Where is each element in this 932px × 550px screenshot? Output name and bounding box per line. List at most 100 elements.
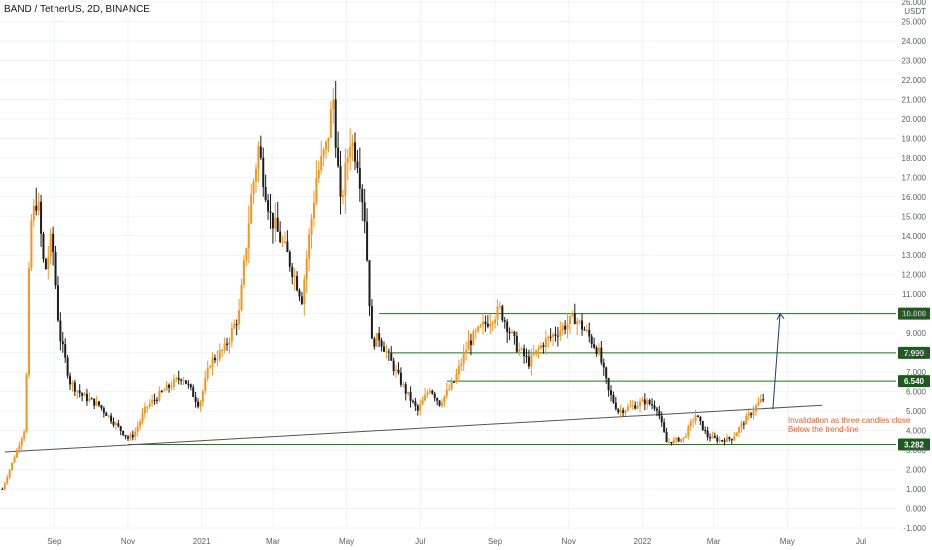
candle-up: [201, 391, 204, 402]
candle-up: [626, 406, 629, 411]
candle-up: [165, 384, 168, 391]
candle-up: [498, 306, 501, 308]
candle-down: [81, 393, 84, 396]
candle-up: [228, 341, 231, 345]
candle-up: [477, 326, 480, 332]
candle-down: [192, 387, 195, 398]
candle-down: [300, 296, 303, 304]
candle-down: [298, 290, 301, 297]
candle-up: [738, 427, 741, 433]
candle-up: [568, 315, 571, 324]
candle-down: [73, 382, 76, 392]
annotation-line-1: Invalidation as three candles close: [788, 416, 911, 425]
candle-up: [450, 381, 453, 389]
candle-up: [151, 399, 154, 404]
candle-up: [129, 434, 132, 439]
horizontal-levels: 10.000 7.990 6.540 3.282: [128, 307, 930, 451]
candle-down: [383, 346, 385, 352]
y-tick-label: 15.000: [902, 212, 927, 221]
candle-up: [619, 410, 622, 413]
y-tick-label: 18.000: [902, 154, 927, 163]
candle-up: [238, 310, 241, 325]
candle-down: [1, 489, 4, 490]
candle-up: [329, 109, 332, 138]
level-price-label: 10.000: [902, 310, 927, 319]
candle-down: [588, 329, 591, 337]
y-tick-label: 6.000: [906, 388, 927, 397]
candle-down: [296, 276, 299, 291]
level-price-tag: [898, 307, 930, 320]
candle-down: [392, 360, 395, 371]
candle-up: [15, 449, 18, 458]
candle-up: [511, 331, 513, 333]
candle-down: [124, 435, 127, 437]
candle-up: [95, 401, 98, 406]
candle-down: [168, 384, 171, 388]
y-tick-label: 16.000: [902, 193, 927, 202]
candle-down: [655, 408, 658, 411]
candle-down: [595, 347, 598, 355]
candle-down: [117, 423, 120, 427]
candle-down: [643, 399, 646, 405]
candle-up: [163, 390, 166, 392]
candle-down: [262, 157, 265, 188]
candle-down: [85, 393, 88, 401]
candle-up: [199, 401, 202, 407]
candle-down: [354, 142, 357, 162]
candle-up: [745, 415, 748, 425]
target-arrow-head: [776, 312, 785, 320]
y-tick-label: 23.000: [902, 56, 927, 65]
x-tick-label: Sep: [488, 537, 503, 546]
candle-up: [385, 351, 388, 353]
candle-down: [194, 397, 197, 402]
candle-down: [486, 323, 489, 327]
candle-down: [197, 401, 200, 407]
candle-down: [605, 367, 608, 379]
y-tick-label: 2.000: [906, 466, 927, 475]
candle-down: [160, 391, 163, 393]
candle-down: [527, 356, 530, 367]
candle-down: [370, 306, 373, 339]
candle-down: [508, 332, 511, 334]
y-tick-label: 17.000: [902, 173, 927, 182]
candle-down: [264, 187, 267, 201]
candle-down: [677, 437, 680, 442]
candle-down: [61, 341, 64, 345]
candle-down: [387, 351, 390, 353]
x-tick-label: 2022: [634, 537, 652, 546]
candle-up: [216, 359, 219, 361]
candle-up: [520, 348, 523, 350]
candle-up: [740, 423, 743, 428]
candle-down: [180, 379, 183, 381]
candle-down: [600, 347, 603, 363]
candle-down: [660, 416, 663, 423]
candle-down: [549, 336, 552, 338]
candle-up: [170, 387, 173, 389]
candle-down: [704, 430, 707, 432]
candle-down: [373, 338, 376, 347]
x-tick-label: Sep: [47, 537, 62, 546]
candle-up: [624, 410, 627, 413]
candle-down: [593, 344, 596, 348]
candle-down: [78, 390, 81, 394]
candle-up: [472, 331, 475, 345]
unit-label: USDT: [904, 7, 926, 16]
candle-up: [341, 195, 344, 197]
candle-up: [136, 426, 139, 432]
time-axis[interactable]: Sep Nov 2021 Mar May Jul Sep Nov 2022 Mar May Jul: [47, 537, 866, 546]
candle-up: [419, 404, 422, 411]
candle-down: [506, 321, 509, 333]
candle-up: [539, 345, 542, 349]
price-axis[interactable]: 26.000 25.000 24.000 23.000 22.000 21.000 20.0…: [902, 0, 927, 533]
candle-up: [684, 436, 687, 438]
candle-up: [566, 323, 569, 330]
y-tick-label: 12.000: [902, 271, 927, 280]
candle-up: [532, 353, 535, 355]
candle-up: [274, 217, 277, 229]
support-trendline: [4, 404, 823, 453]
candle-down: [523, 348, 526, 357]
level-price-label: 7.990: [904, 349, 925, 358]
candle-up: [146, 406, 149, 408]
candle-up: [752, 411, 755, 416]
